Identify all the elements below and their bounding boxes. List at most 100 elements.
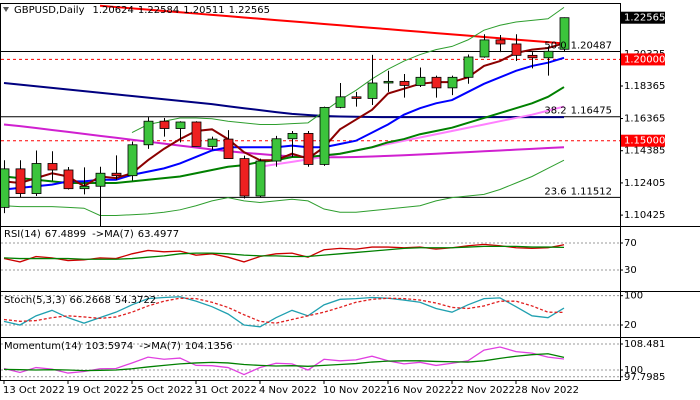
alert-label-bg bbox=[621, 53, 665, 66]
plot-frame bbox=[0, 3, 621, 381]
chart-header: GBPUSD,Daily 1.20624 1.22584 1.20511 1.22565 bbox=[14, 5, 270, 16]
indicator-line bbox=[3, 353, 565, 372]
indicator-line bbox=[3, 346, 565, 376]
candle-body bbox=[223, 138, 234, 160]
candle-body bbox=[255, 160, 266, 197]
candle-body bbox=[479, 39, 490, 58]
y-tick-label: 1.12405 bbox=[624, 178, 665, 189]
moving-average bbox=[131, 6, 565, 134]
candle-body bbox=[463, 56, 474, 78]
y-tick-label: 97.7985 bbox=[624, 372, 665, 383]
candle-body bbox=[351, 96, 362, 99]
x-tick-label: 22 Nov 2022 bbox=[451, 385, 515, 396]
indicator-value: 67.4899 bbox=[45, 229, 86, 240]
candle-body bbox=[191, 121, 202, 147]
panel bbox=[1, 4, 620, 226]
x-tick-label: 13 Oct 2022 bbox=[3, 385, 65, 396]
fib-level-label: 23.6 1.11512 bbox=[544, 186, 612, 197]
y-tick-label: 20 bbox=[624, 320, 637, 331]
candle-body bbox=[431, 76, 442, 89]
y-tick-label: 100 bbox=[624, 291, 643, 302]
moving-average bbox=[3, 123, 565, 159]
indicator-name: Momentum(14) bbox=[4, 341, 82, 352]
fib-price: 1.11512 bbox=[571, 186, 612, 197]
ohlc-value: 1.22565 bbox=[229, 5, 270, 16]
x-tick-label: 10 Nov 2022 bbox=[323, 385, 387, 396]
indicator-name: ->MA(7) bbox=[92, 229, 134, 240]
panel bbox=[1, 343, 620, 378]
ohlc-value: 1.22584 bbox=[138, 5, 179, 16]
fib-price: 1.20487 bbox=[571, 40, 612, 51]
indicator-line bbox=[3, 296, 565, 328]
candle-body bbox=[495, 39, 506, 45]
moving-average bbox=[99, 4, 565, 45]
candle-body bbox=[383, 80, 394, 84]
y-tick-label: 108.481 bbox=[624, 339, 665, 350]
alert-label: 1.20000 bbox=[624, 54, 665, 65]
candle-body bbox=[559, 17, 570, 50]
candle-body bbox=[239, 158, 250, 197]
moving-average bbox=[3, 81, 564, 119]
price-label: 1.22565 bbox=[624, 13, 665, 24]
indicator-value: 54.3722 bbox=[115, 295, 156, 306]
candle-body bbox=[143, 120, 154, 146]
x-tick-label: 4 Nov 2022 bbox=[259, 385, 317, 396]
indicator-value: 66.2668 bbox=[69, 295, 110, 306]
candle-body bbox=[415, 76, 426, 86]
candle-body bbox=[31, 163, 42, 194]
candle-body bbox=[335, 96, 346, 108]
y-tick-label: 1.14385 bbox=[624, 146, 665, 157]
y-tick-label: 1.16365 bbox=[624, 114, 665, 125]
indicator-line bbox=[3, 245, 565, 260]
y-tick-label: 70 bbox=[624, 238, 637, 249]
x-tick-label: 25 Oct 2022 bbox=[131, 385, 193, 396]
indicator-value: 104.1356 bbox=[185, 341, 233, 352]
candle-body bbox=[111, 172, 122, 177]
y-tick-label: 100 bbox=[624, 365, 643, 376]
symbol-title: GBPUSD,Daily bbox=[14, 5, 85, 16]
candle-body bbox=[79, 185, 90, 190]
indicator-name: RSI(14) bbox=[4, 229, 41, 240]
candle-body bbox=[95, 172, 106, 187]
x-tick-label: 28 Nov 2022 bbox=[515, 385, 579, 396]
indicator-name: Stoch(5,3,3) bbox=[4, 295, 66, 306]
candle-body bbox=[271, 138, 282, 162]
candle-body bbox=[15, 168, 26, 194]
alert-label-bg bbox=[621, 134, 665, 147]
candle-body bbox=[1, 168, 10, 208]
candle-body bbox=[447, 76, 458, 89]
candle-body bbox=[175, 121, 186, 129]
alert-label: 1.15000 bbox=[624, 136, 665, 147]
candle-body bbox=[47, 163, 58, 171]
x-tick-label: 19 Oct 2022 bbox=[67, 385, 129, 396]
candle-body bbox=[319, 106, 330, 165]
indicator-name: ->MA(7) bbox=[139, 341, 181, 352]
candle-body bbox=[543, 50, 554, 59]
symbol-icon bbox=[3, 7, 9, 12]
candle-body bbox=[287, 132, 298, 140]
fib-level-label: 50.0 1.20487 bbox=[544, 40, 612, 51]
candle-body bbox=[159, 120, 170, 129]
ohlc-value: 1.20624 bbox=[93, 5, 134, 16]
y-tick-label: 1.18365 bbox=[624, 81, 665, 92]
panel bbox=[1, 242, 620, 271]
candle-body bbox=[367, 82, 378, 99]
candle-body bbox=[63, 169, 74, 190]
moving-average bbox=[3, 159, 565, 217]
fib-price: 1.16475 bbox=[571, 106, 612, 117]
candle-body bbox=[303, 132, 314, 165]
indicator-line bbox=[3, 297, 565, 324]
indicator-header: Momentum(14) 103.5974 ->MA(7) 104.1356 bbox=[4, 341, 233, 352]
price-label-bg bbox=[621, 11, 665, 24]
candle-body bbox=[207, 138, 218, 147]
panel bbox=[1, 295, 620, 328]
indicator-header: RSI(14) 67.4899 ->MA(7) 63.4977 bbox=[4, 229, 179, 240]
fib-level: 50.0 bbox=[544, 40, 566, 51]
x-tick-label: 31 Oct 2022 bbox=[195, 385, 257, 396]
fib-level: 38.2 bbox=[544, 106, 566, 117]
y-tick-label: 1.10425 bbox=[624, 210, 665, 221]
candle-body bbox=[511, 43, 522, 56]
candle-body bbox=[527, 54, 538, 59]
x-tick-label: 16 Nov 2022 bbox=[387, 385, 451, 396]
